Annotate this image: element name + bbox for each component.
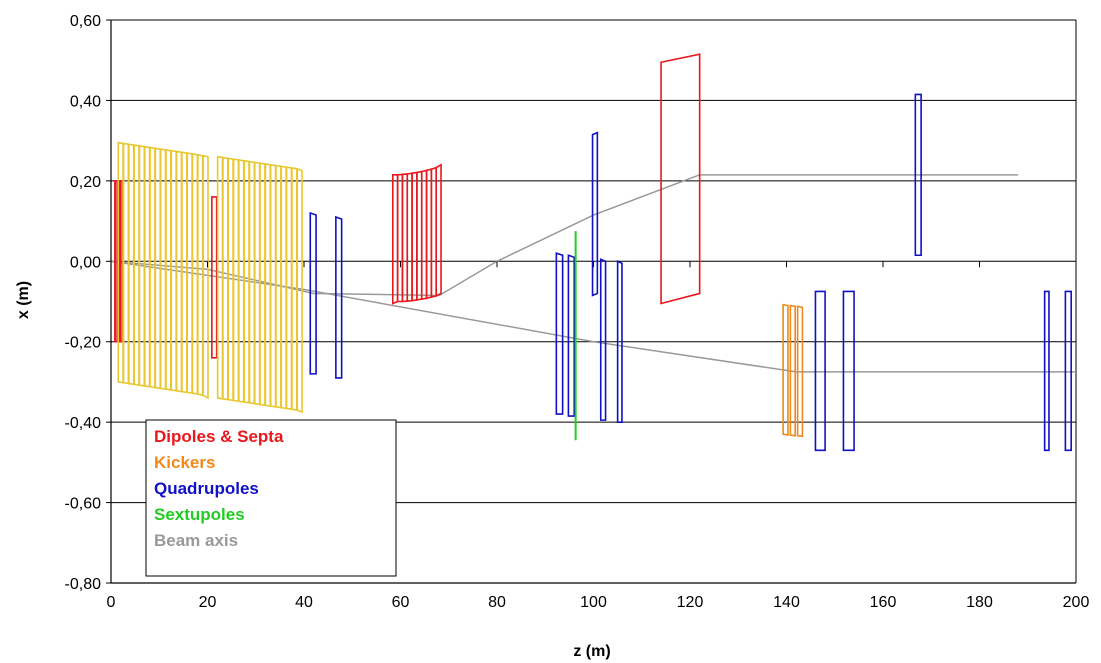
legend-entry: Kickers [154, 453, 215, 472]
beam-axis-line [110, 260, 1076, 373]
x-tick-label: 80 [488, 594, 506, 611]
series-kickers [117, 141, 303, 414]
x-tick-label: 40 [295, 594, 313, 611]
magnet-element [1043, 290, 1050, 452]
x-tick-label: 100 [580, 594, 607, 611]
magnet-element [309, 211, 317, 375]
legend-entry: Dipoles & Septa [154, 427, 284, 446]
magnet-element [660, 53, 701, 305]
series-kickers [782, 303, 804, 438]
magnet-element [591, 131, 599, 297]
y-tick-label: 0,20 [70, 174, 101, 191]
beam-axis-lines [110, 174, 1076, 373]
magnet-element [211, 196, 218, 359]
x-tick-label: 60 [392, 594, 410, 611]
y-tick-label: -0,20 [65, 335, 102, 352]
y-tick-label: -0,80 [65, 576, 102, 593]
y-tick-label: 0,40 [70, 93, 101, 110]
magnet-element [202, 154, 209, 400]
y-tick-labels: 0,60 0,40 0,20 0,00 -0,20 -0,40 -0,60 -0,80 [65, 13, 102, 593]
x-tick-label: 180 [966, 594, 993, 611]
legend-entry: Sextupoles [154, 505, 245, 524]
x-tick-label: 200 [1063, 594, 1090, 611]
y-tick-label: -0,60 [65, 496, 102, 513]
y-tick-label: 0,00 [70, 254, 101, 271]
magnet-element [555, 252, 564, 415]
x-tick-label: 120 [677, 594, 704, 611]
legend-box [145, 419, 397, 577]
x-tick-labels: 0 20 40 60 80 100 120 140 160 180 200 [107, 594, 1090, 611]
x-tick-label: 140 [773, 594, 800, 611]
axes [106, 19, 1077, 584]
legend-entry: Quadrupoles [154, 479, 259, 498]
magnet-element [599, 258, 607, 421]
y-tick-label: 0,60 [70, 13, 101, 30]
magnet-element [789, 304, 796, 437]
magnet-element [296, 167, 303, 414]
magnet-element [616, 260, 623, 423]
magnet-element [335, 215, 343, 379]
magnet-element [435, 163, 442, 298]
x-tick-label: 0 [107, 594, 116, 611]
magnet-element [782, 303, 789, 436]
magnet-elements [114, 53, 1072, 452]
magnet-element [842, 290, 855, 452]
magnet-element [814, 290, 826, 452]
x-axis-label: z (m) [573, 643, 610, 660]
magnet-element [567, 254, 576, 417]
magnet-element [914, 93, 922, 257]
magnet-element [1064, 290, 1072, 452]
x-tick-label: 20 [199, 594, 217, 611]
series-quadrupoles [309, 93, 1072, 452]
x-tick-label: 160 [870, 594, 897, 611]
y-tick-label: -0,40 [65, 415, 102, 432]
legend: Dipoles & Septa Kickers Quadrupoles Sextupo… [145, 419, 397, 577]
legend-entry: Beam axis [154, 531, 238, 550]
gridlines [111, 19, 1076, 504]
y-axis-label: x (m) [15, 281, 32, 319]
beam-axis-line [110, 174, 1019, 297]
magnet-element [796, 305, 804, 438]
